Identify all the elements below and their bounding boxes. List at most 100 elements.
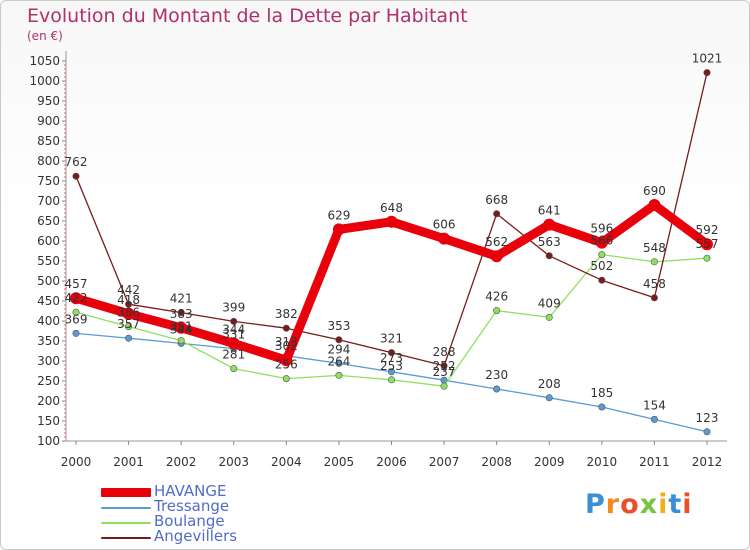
data-point-havange <box>701 238 713 251</box>
data-label-tressange: 273 <box>380 351 403 365</box>
data-label-angevillers: 353 <box>327 319 350 333</box>
logo-letter: i <box>682 489 693 520</box>
y-tick-label: 450 <box>37 294 60 308</box>
data-point-boulange <box>177 337 185 345</box>
legend-item-boulange: Boulange <box>101 513 301 530</box>
y-tick-label: 750 <box>37 174 60 188</box>
data-point-angevillers <box>703 69 711 77</box>
data-label-boulange: 386 <box>117 306 140 320</box>
data-point-boulange <box>545 313 553 321</box>
data-point-angevillers <box>282 324 290 332</box>
x-tick-label: 2000 <box>61 455 92 469</box>
data-point-angevillers <box>335 336 343 344</box>
data-point-havange <box>648 199 661 211</box>
data-point-boulange <box>387 376 395 384</box>
data-label-tressange: 344 <box>170 322 193 336</box>
data-point-tressange <box>650 415 658 423</box>
data-point-havange <box>438 232 451 245</box>
data-point-boulange <box>703 254 711 262</box>
y-tick-label: 800 <box>37 154 60 168</box>
data-label-havange: 596 <box>590 222 613 236</box>
legend-swatch-angevillers <box>101 537 151 539</box>
data-point-tressange <box>545 394 553 402</box>
y-tick-label: 650 <box>37 214 60 228</box>
data-label-tressange: 154 <box>643 398 666 412</box>
x-tick-label: 2012 <box>692 455 723 469</box>
chart-title: Evolution du Montant de la Dette par Hab… <box>27 5 468 27</box>
data-label-havange: 592 <box>696 223 719 237</box>
data-label-boulange: 237 <box>433 365 456 379</box>
logo-letter: x <box>639 489 659 520</box>
proxiti-logo: Proxiti <box>585 489 693 520</box>
data-label-boulange: 256 <box>275 358 298 372</box>
y-tick-label: 850 <box>37 134 60 148</box>
y-tick-label: 400 <box>37 314 60 328</box>
data-label-havange: 562 <box>485 235 508 249</box>
data-label-boulange: 548 <box>643 241 666 255</box>
logo-letter: o <box>620 489 640 520</box>
data-point-havange <box>175 321 188 334</box>
y-tick-label: 950 <box>37 94 60 108</box>
y-tick-label: 150 <box>37 414 60 428</box>
data-point-tressange <box>335 359 343 367</box>
data-label-tressange: 208 <box>538 377 561 391</box>
data-label-tressange: 252 <box>433 359 456 373</box>
data-point-havange <box>490 250 503 263</box>
data-label-angevillers: 502 <box>590 259 613 273</box>
x-tick-label: 2010 <box>587 455 618 469</box>
y-tick-label: 550 <box>37 254 60 268</box>
logo-letter: i <box>658 489 669 520</box>
data-label-havange: 690 <box>643 184 666 198</box>
data-label-angevillers: 288 <box>433 345 456 359</box>
data-label-boulange: 264 <box>327 354 350 368</box>
data-label-angevillers: 762 <box>65 155 88 169</box>
data-label-havange: 383 <box>170 307 193 321</box>
legend-item-tressange: Tressange <box>101 498 301 515</box>
data-point-havange <box>332 223 345 236</box>
data-label-boulange: 253 <box>380 359 403 373</box>
legend-swatch-havange <box>101 488 151 497</box>
data-label-angevillers: 421 <box>170 292 193 306</box>
data-point-angevillers <box>125 300 133 308</box>
data-point-havange <box>543 218 556 231</box>
data-label-boulange: 281 <box>222 348 245 362</box>
legend-item-havange: HAVANGE <box>101 482 301 500</box>
data-point-boulange <box>650 258 658 266</box>
x-tick-label: 2007 <box>429 455 460 469</box>
axes: 100 150 200 250 300 350 400 450 500 550 600 650 700 7… <box>29 51 727 469</box>
data-label-havange: 629 <box>327 208 350 222</box>
data-label-havange: 648 <box>380 201 403 215</box>
data-point-tressange <box>387 368 395 376</box>
data-point-havange <box>227 337 240 350</box>
data-label-havange: 344 <box>222 322 245 336</box>
data-point-havange <box>70 292 82 305</box>
data-label-havange: 457 <box>65 277 88 291</box>
legend-swatch-boulange <box>101 522 151 524</box>
data-label-angevillers: 458 <box>643 277 666 291</box>
legend-label-angevillers: Angevillers <box>154 527 238 545</box>
x-tick-label: 2004 <box>271 455 302 469</box>
x-tick-label: 2002 <box>166 455 197 469</box>
legend: HAVANGE Tressange Boulange Angevillers <box>101 482 301 545</box>
data-label-boulange: 566 <box>590 234 613 248</box>
data-label-tressange: 313 <box>275 335 298 349</box>
y-tick-label: 1000 <box>29 74 60 88</box>
x-tick-label: 2003 <box>218 455 249 469</box>
x-tick-label: 2011 <box>639 455 670 469</box>
data-label-boulange: 422 <box>65 291 88 305</box>
data-point-boulange <box>493 307 501 315</box>
data-point-angevillers <box>598 276 606 284</box>
data-label-tressange: 230 <box>485 368 508 382</box>
data-point-angevillers <box>387 349 395 357</box>
x-tick-label: 2006 <box>376 455 407 469</box>
legend-item-angevillers: Angevillers <box>101 527 301 545</box>
data-label-boulange: 351 <box>170 320 193 334</box>
legend-label-havange: HAVANGE <box>154 482 227 500</box>
y-tick-label: 350 <box>37 334 60 348</box>
data-point-havange <box>122 307 135 320</box>
data-label-angevillers: 563 <box>538 235 561 249</box>
logo-letter: t <box>668 489 683 520</box>
data-point-havange <box>385 215 398 228</box>
